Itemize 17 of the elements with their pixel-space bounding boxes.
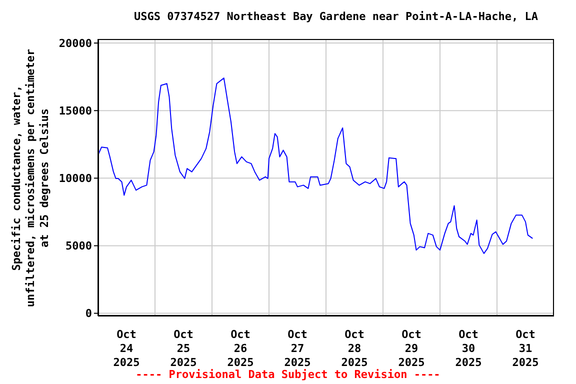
- y-tick-label: 10000: [58, 172, 92, 186]
- x-tick-label: Oct 30 2025: [455, 328, 482, 369]
- x-tick-label: Oct 29 2025: [398, 328, 425, 369]
- y-tick-label: 20000: [58, 36, 92, 50]
- line-series: [98, 78, 534, 254]
- chart-title: USGS 07374527 Northeast Bay Gardene near Point-A-LA-Hache, LA: [133, 10, 539, 23]
- text: ---- Provisional Data Subject to Revision ----: [134, 368, 442, 381]
- y-axis-title: Specific conductance, water, unfiltered, microsiemens per centimeter at 25 degrees Celsius: [10, 48, 52, 310]
- y-tick-label: 0: [85, 307, 92, 320]
- x-tick-label: Oct 24 2025: [113, 328, 140, 369]
- x-tick-label: Oct 25 2025: [170, 328, 197, 369]
- x-tick-label: Oct 28 2025: [341, 328, 368, 369]
- y-tick-label: 5000: [66, 240, 92, 253]
- x-tick-label: Oct 31 2025: [512, 328, 539, 369]
- y-tick-label: 15000: [58, 104, 92, 118]
- x-tick-label: Oct 26 2025: [227, 328, 254, 369]
- x-tick-label: Oct 27 2025: [284, 328, 311, 369]
